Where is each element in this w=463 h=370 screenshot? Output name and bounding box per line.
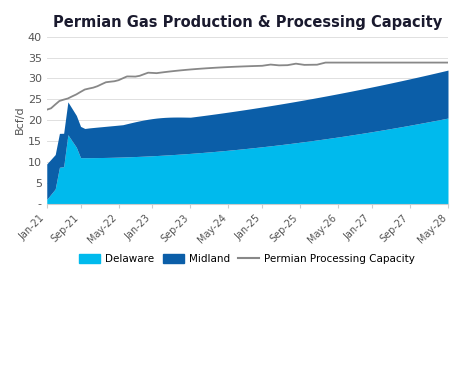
Y-axis label: Bcf/d: Bcf/d	[15, 106, 25, 134]
Legend: Delaware, Midland, Permian Processing Capacity: Delaware, Midland, Permian Processing Ca…	[75, 250, 419, 268]
Title: Permian Gas Production & Processing Capacity: Permian Gas Production & Processing Capa…	[53, 15, 442, 30]
